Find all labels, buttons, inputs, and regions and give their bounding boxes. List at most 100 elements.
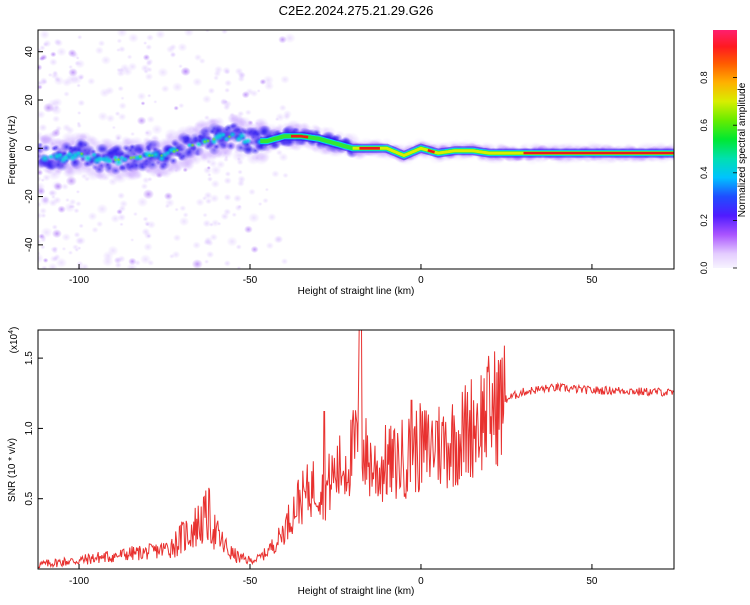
heatmap-cell	[191, 259, 203, 269]
heatmap-cell	[145, 58, 154, 66]
heatmap-cell	[53, 38, 62, 46]
heatmap-cell	[216, 221, 222, 226]
heatmap-cell	[39, 154, 50, 164]
snr-exponent-base: (x10	[9, 333, 20, 353]
heatmap-cell	[78, 75, 84, 81]
heatmap-cell	[126, 262, 138, 269]
heatmap-cell	[146, 66, 153, 73]
heatmap-cell	[202, 219, 212, 228]
heatmap-cell	[114, 111, 121, 117]
heatmap-y-tick-label: -20	[24, 189, 35, 204]
heatmap-cell	[264, 187, 270, 192]
heatmap-cell	[224, 171, 232, 177]
heatmap-cell	[136, 196, 149, 208]
heatmap-cell	[145, 44, 153, 51]
heatmap-y-tick-label: -40	[24, 237, 35, 252]
heatmap-cell	[75, 189, 81, 194]
heatmap-cell	[140, 183, 149, 190]
heatmap-cell	[231, 212, 238, 218]
heatmap-x-axis: -100 -50 0 50	[69, 264, 598, 286]
heatmap-cell	[76, 265, 83, 269]
heatmap-cell	[226, 236, 238, 247]
heatmap-cell	[173, 105, 179, 111]
heatmap-cell	[74, 59, 86, 69]
heatmap-cell	[178, 102, 185, 109]
heatmap-cell	[195, 198, 205, 207]
heatmap-cell	[75, 56, 80, 60]
snr-series-line	[38, 330, 674, 569]
heatmap-cell	[192, 77, 203, 87]
heatmap-cell	[62, 123, 71, 132]
heatmap-cell	[79, 151, 85, 157]
snr-x-tick-label: -100	[69, 576, 89, 587]
heatmap-cell	[147, 259, 155, 266]
heatmap-cell	[142, 216, 149, 222]
heatmap-cell	[117, 192, 126, 200]
heatmap-cell	[163, 192, 173, 201]
heatmap-cell	[213, 65, 224, 74]
snr-y-tick-label: 0.5	[24, 491, 35, 505]
heatmap-cell	[204, 197, 213, 205]
heatmap-cell	[126, 54, 133, 60]
heatmap-cell	[262, 197, 269, 204]
heatmap-cell	[96, 220, 104, 228]
heatmap-cell	[146, 115, 156, 124]
heatmap-cell	[271, 170, 280, 178]
heatmap-cell	[49, 189, 58, 197]
heatmap-cell	[116, 38, 123, 44]
heatmap-cell	[77, 111, 82, 115]
heatmap-cell	[55, 257, 68, 268]
heatmap-cell	[132, 211, 138, 217]
snr-x-axis: -100 -50 0 50	[69, 564, 598, 587]
heatmap-cell	[77, 34, 83, 40]
heatmap-cell	[39, 207, 48, 215]
heatmap-cell	[177, 42, 188, 52]
snr-exponent: (x104)	[8, 327, 20, 354]
heatmap-cell	[40, 244, 46, 250]
heatmap-x-tick-label: -50	[243, 275, 258, 286]
heatmap-cell	[168, 253, 175, 259]
heatmap-cell	[116, 30, 128, 38]
heatmap-cell	[179, 205, 187, 212]
heatmap-cell	[183, 30, 194, 37]
heatmap-cell	[100, 55, 112, 65]
heatmap-cell	[136, 116, 147, 126]
heatmap-cell	[118, 45, 126, 53]
colorbar-tick-label: 0.4	[699, 167, 709, 180]
snr-frame	[37, 329, 675, 570]
heatmap-y-label: Frequency (Hz)	[7, 116, 18, 185]
heatmap-cell	[237, 131, 247, 141]
heatmap-cell	[130, 238, 135, 242]
heatmap-cell	[284, 32, 296, 44]
heatmap-cell	[77, 99, 86, 107]
heatmap-cell	[61, 246, 67, 251]
heatmap-cell	[178, 216, 190, 227]
heatmap-cell	[49, 58, 58, 66]
heatmap-cell	[121, 156, 129, 163]
heatmap-cell	[40, 178, 45, 183]
heatmap-cell	[204, 30, 210, 33]
heatmap-cell	[42, 39, 52, 48]
heatmap-cell	[142, 189, 155, 200]
heatmap-cell	[146, 34, 154, 42]
heatmap-cell	[237, 175, 246, 184]
heatmap-cell	[223, 103, 231, 111]
heatmap-cell	[65, 175, 77, 187]
heatmap-cell	[210, 165, 222, 176]
heatmap-cell	[233, 194, 242, 203]
heatmap-cell	[237, 75, 246, 83]
heatmap-cell	[143, 41, 148, 45]
heatmap-cell	[210, 179, 221, 189]
heatmap-cell	[244, 109, 252, 116]
heatmap-cell	[278, 35, 287, 44]
heatmap-cell	[174, 207, 179, 212]
heatmap-cell	[53, 105, 60, 111]
heatmap-ridge	[260, 131, 674, 161]
heatmap-cell	[76, 121, 81, 126]
heatmap-x-tick-label: 50	[586, 275, 598, 286]
heatmap-cell	[180, 66, 191, 77]
snr-x-label: Height of straight line (km)	[298, 586, 415, 597]
heatmap-cell	[105, 114, 116, 123]
